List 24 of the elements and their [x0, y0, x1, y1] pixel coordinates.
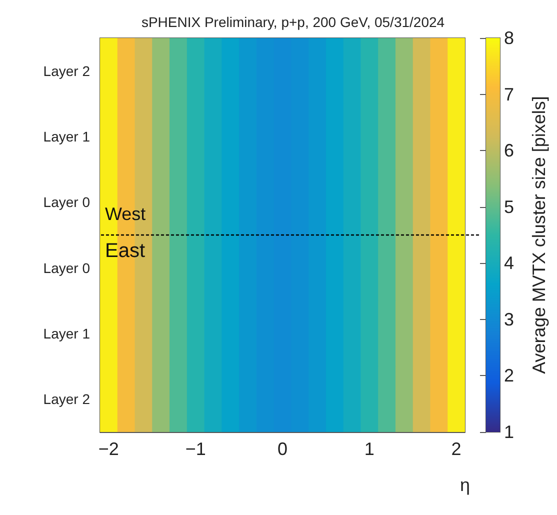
x-tick-label: −2	[98, 439, 119, 459]
y-tick-label: Layer 2	[43, 391, 90, 408]
x-tick-label: −1	[185, 439, 206, 459]
color-bar-label: 8	[504, 28, 514, 48]
color-bar-label: 2	[504, 366, 514, 386]
color-bar-label: 7	[504, 84, 514, 104]
color-bar-label: 3	[504, 309, 514, 330]
color-bar-label: 6	[504, 140, 514, 161]
color-bar-label: 4	[504, 253, 514, 274]
x-tick-label: 0	[277, 439, 288, 459]
color-bar-label: 5	[504, 196, 514, 217]
y-tick-label: Layer 1	[43, 326, 90, 342]
y-tick-label: Layer 2	[43, 62, 90, 79]
x-tick-label: 1	[364, 439, 374, 459]
x-axis-title: η	[460, 475, 470, 495]
annotation: East	[105, 240, 146, 262]
y-tick-label: Layer 0	[43, 194, 90, 210]
color-bar-label: 1	[504, 422, 514, 442]
y-tick-label: Layer 1	[43, 128, 90, 144]
color-bar-title: Average MVTX cluster size [pixels]	[529, 96, 549, 374]
annotation: West	[105, 204, 146, 224]
x-tick-label: 2	[451, 439, 462, 459]
y-tick-label: Layer 0	[43, 260, 90, 276]
chart-title: sPHENIX Preliminary, p+p, 200 GeV, 05/31/2024	[141, 14, 445, 30]
